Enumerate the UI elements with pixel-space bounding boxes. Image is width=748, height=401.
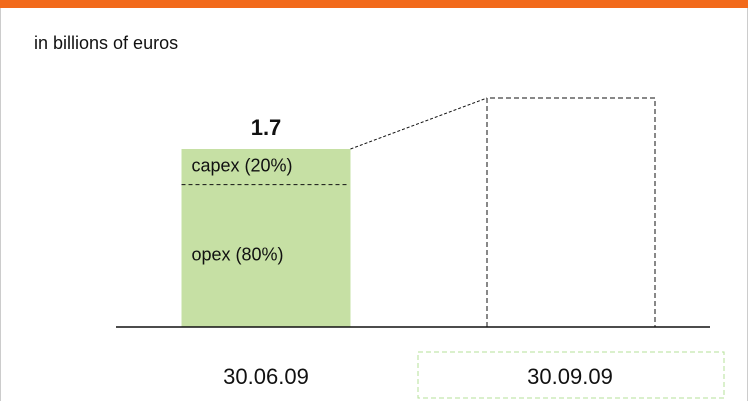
segment-label: capex (20%)	[192, 156, 293, 176]
connector	[350, 97, 488, 150]
bar	[181, 149, 351, 327]
subtitle: in billions of euros	[34, 33, 178, 53]
x-tick-label: 30.06.09	[223, 364, 309, 389]
label-highlight	[417, 351, 725, 399]
value-label: 1.7	[251, 115, 282, 140]
segment-label: opex (80%)	[192, 245, 284, 265]
placeholder-box	[486, 97, 656, 327]
x-tick-label: 30.09.09	[527, 364, 613, 389]
top-bar	[0, 0, 748, 8]
